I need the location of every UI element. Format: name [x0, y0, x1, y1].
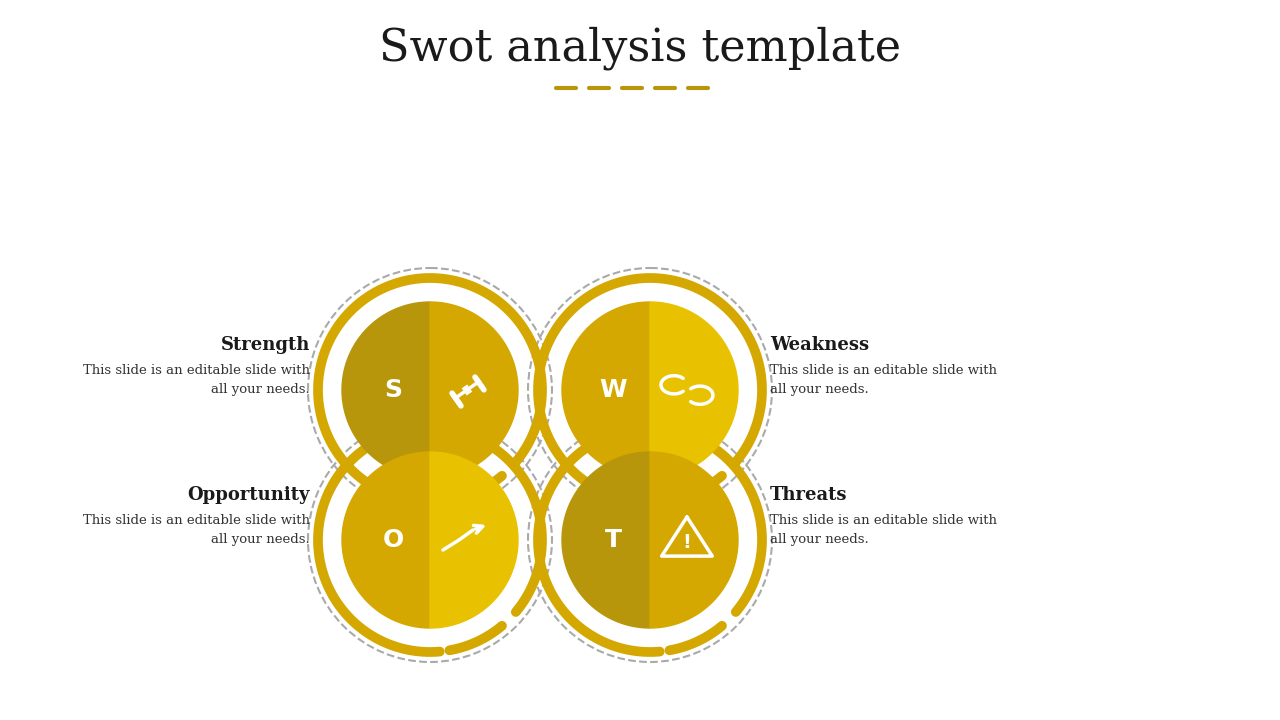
Polygon shape	[342, 302, 430, 478]
Polygon shape	[650, 302, 739, 478]
Text: Weakness: Weakness	[771, 336, 869, 354]
Polygon shape	[562, 302, 650, 478]
Text: This slide is an editable slide with
all your needs.: This slide is an editable slide with all…	[83, 514, 310, 546]
Text: !: !	[682, 533, 691, 552]
Text: Opportunity: Opportunity	[187, 486, 310, 504]
Text: O: O	[383, 528, 403, 552]
Text: Strength: Strength	[220, 336, 310, 354]
Text: W: W	[599, 378, 627, 402]
Polygon shape	[650, 452, 739, 628]
Polygon shape	[562, 452, 650, 628]
Text: Threats: Threats	[771, 486, 847, 504]
Text: This slide is an editable slide with
all your needs.: This slide is an editable slide with all…	[771, 514, 997, 546]
Text: S: S	[384, 378, 402, 402]
Polygon shape	[430, 452, 518, 628]
Text: This slide is an editable slide with
all your needs.: This slide is an editable slide with all…	[771, 364, 997, 396]
Polygon shape	[430, 302, 518, 478]
Text: This slide is an editable slide with
all your needs.: This slide is an editable slide with all…	[83, 364, 310, 396]
Polygon shape	[342, 452, 430, 628]
Text: Swot analysis template: Swot analysis template	[379, 26, 901, 70]
Text: T: T	[604, 528, 622, 552]
